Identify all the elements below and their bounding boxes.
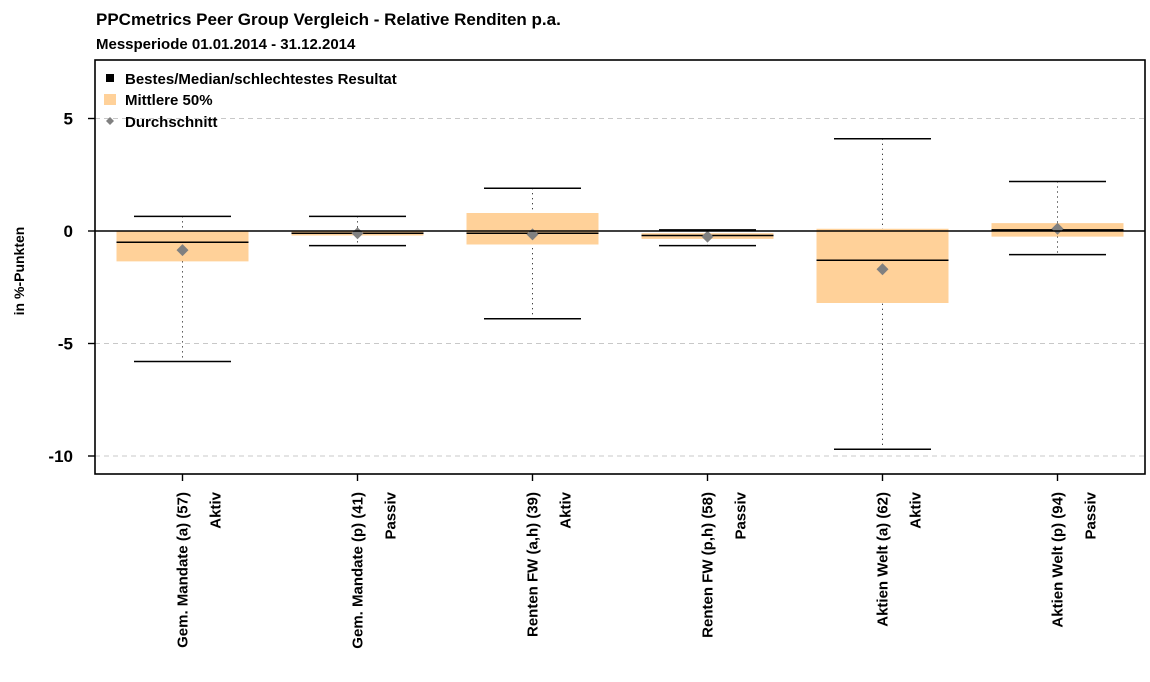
category-label: Gem. Mandate (p) (41): [350, 492, 367, 649]
legend-iqr-label: Mittlere 50%: [125, 92, 213, 109]
legend-iqr-swatch: [104, 94, 116, 105]
category-sublabel: Passiv: [383, 491, 400, 539]
legend: Bestes/Median/schlechtestes Resultat Mitt…: [104, 71, 397, 131]
category-label: Renten FW (p,h) (58): [700, 492, 717, 638]
y-axis-label: in %-Punkten: [11, 227, 27, 316]
legend-mean-label: Durchschnitt: [125, 114, 218, 131]
category-sublabel: Passiv: [733, 491, 750, 539]
category-sublabel: Passiv: [1083, 491, 1100, 539]
legend-extremes-label: Bestes/Median/schlechtestes Resultat: [125, 71, 397, 88]
axis-layer: 5 0 -5 -10 in %-Punkten: [11, 59, 1146, 481]
mean-marker: [176, 244, 189, 257]
mean-marker: [876, 263, 889, 276]
grid-layer: [95, 118, 1145, 457]
category-label: Gem. Mandate (a) (57): [175, 492, 192, 648]
y-tick-label: -10: [48, 447, 73, 466]
plot-frame: [94, 59, 1146, 475]
category-label: Aktien Welt (p) (94): [1050, 492, 1067, 628]
mean-marker: [701, 230, 714, 243]
box-layer: [116, 137, 1124, 451]
legend-extremes-swatch: [106, 74, 114, 82]
chart-title: PPCmetrics Peer Group Vergleich - Relati…: [96, 10, 561, 29]
category-label: Aktien Welt (a) (62): [875, 492, 892, 627]
category-sublabel: Aktiv: [558, 491, 575, 528]
chart-subtitle: Messperiode 01.01.2014 - 31.12.2014: [96, 36, 356, 53]
category-sublabel: Aktiv: [908, 491, 925, 528]
category-label: Renten FW (a,h) (39): [525, 492, 542, 637]
y-tick-label: -5: [58, 335, 73, 354]
category-labels: Gem. Mandate (a) (57) Aktiv Gem. Mandate (…: [175, 491, 1100, 648]
category-sublabel: Aktiv: [208, 491, 225, 528]
mean-marker: [351, 227, 364, 240]
legend-mean-swatch: [106, 117, 114, 125]
y-tick-label: 5: [64, 110, 73, 129]
y-tick-label: 0: [64, 222, 73, 241]
